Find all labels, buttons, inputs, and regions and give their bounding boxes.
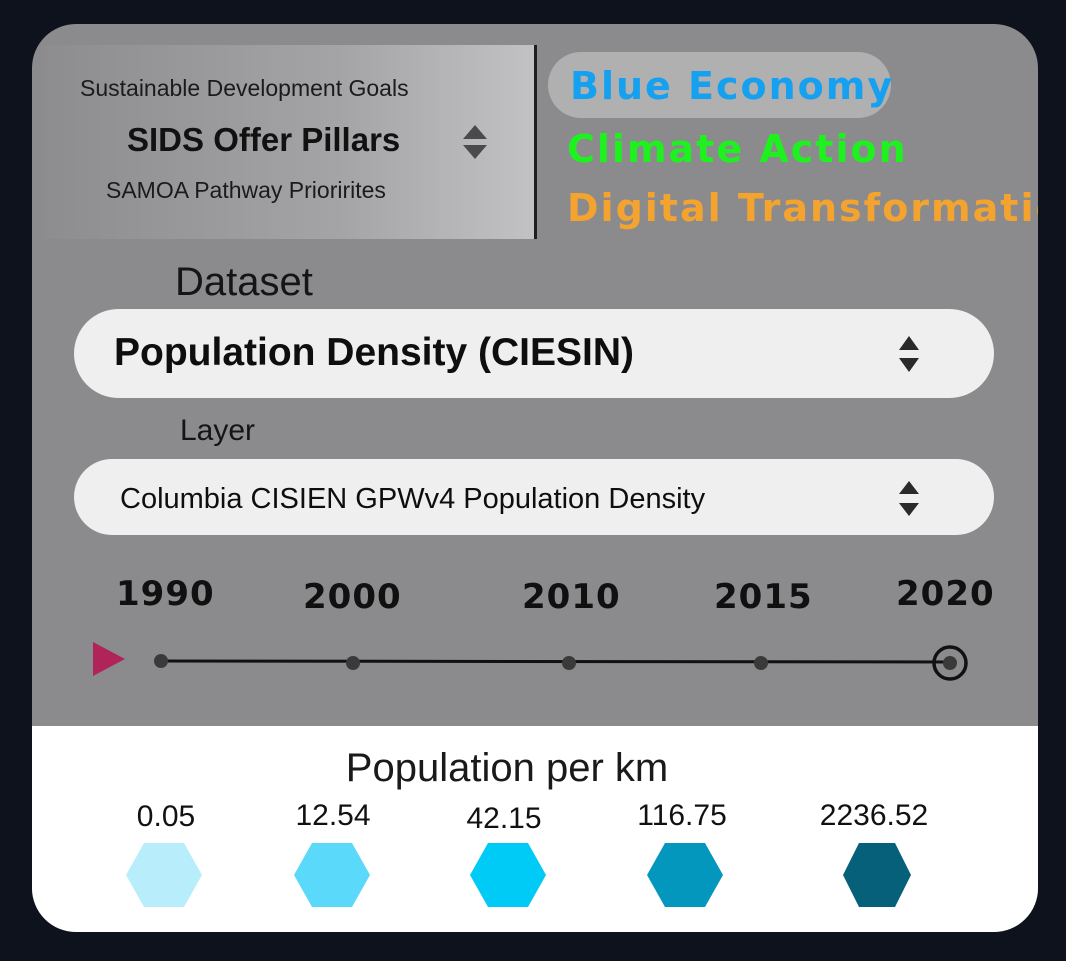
legend-value: 2236.52 (819, 799, 929, 832)
layer-dropdown[interactable]: Columbia CISIEN GPWv4 Population Density (74, 459, 994, 535)
timeline-stop-2000[interactable] (346, 656, 360, 670)
legend-value: 42.15 (466, 802, 542, 835)
category-digital-transformation[interactable]: Digital Transformation (567, 186, 1038, 230)
dataset-label: Dataset (175, 260, 313, 304)
control-panel: Sustainable Development Goals SIDS Offer… (32, 24, 1038, 932)
category-blue-economy[interactable]: Blue Economy (570, 64, 895, 108)
legend-value: 0.05 (136, 800, 196, 833)
play-icon[interactable] (93, 642, 125, 676)
dataset-value: Population Density (CIESIN) (114, 331, 635, 374)
timeline-stop-1990[interactable] (154, 654, 168, 668)
legend-swatch-3 (647, 843, 723, 907)
chevron-up-down-icon (899, 481, 919, 516)
legend-hex-swatch (470, 843, 546, 907)
year-label-2020[interactable]: 2020 (896, 574, 995, 614)
chevron-up-down-icon (899, 336, 919, 372)
legend-swatch-2 (470, 843, 546, 907)
legend-hex-swatch (647, 843, 723, 907)
up-down-stepper-icon[interactable] (460, 123, 490, 163)
pillar-selected[interactable]: SIDS Offer Pillars (127, 121, 401, 158)
pillar-option-sdg[interactable]: Sustainable Development Goals (80, 75, 409, 101)
legend-value: 12.54 (295, 799, 371, 832)
dataset-dropdown[interactable]: Population Density (CIESIN) (74, 309, 994, 398)
timeline-handle-2020[interactable] (932, 645, 968, 681)
layer-label: Layer (180, 414, 256, 447)
legend-swatch-1 (294, 843, 370, 907)
timeline-stop-2020 (943, 656, 957, 670)
legend-title: Population per km (345, 746, 669, 790)
legend-swatch-0 (126, 843, 202, 907)
timeline-stop-2010[interactable] (562, 656, 576, 670)
legend: Population per km 0.05 12.54 42.15 116.7… (32, 726, 1038, 932)
timeline-track (160, 659, 951, 664)
year-label-2010[interactable]: 2010 (522, 577, 621, 617)
timeline-stop-2015[interactable] (754, 656, 768, 670)
year-label-1990[interactable]: 1990 (116, 574, 215, 614)
category-climate-action[interactable]: Climate Action (567, 127, 908, 171)
pillar-selector[interactable]: Sustainable Development Goals SIDS Offer… (44, 45, 537, 239)
layer-value: Columbia CISIEN GPWv4 Population Density (120, 483, 706, 515)
category-selected-highlight (548, 52, 891, 118)
legend-hex-swatch (843, 843, 911, 907)
year-label-2015[interactable]: 2015 (714, 577, 813, 617)
legend-value: 116.75 (637, 799, 727, 832)
legend-swatch-4 (843, 843, 911, 907)
year-timeline-slider[interactable] (32, 624, 1038, 704)
year-label-2000[interactable]: 2000 (303, 577, 402, 617)
legend-hex-swatch (126, 843, 202, 907)
legend-hex-swatch (294, 843, 370, 907)
pillar-option-samoa[interactable]: SAMOA Pathway Priorirites (106, 177, 386, 203)
